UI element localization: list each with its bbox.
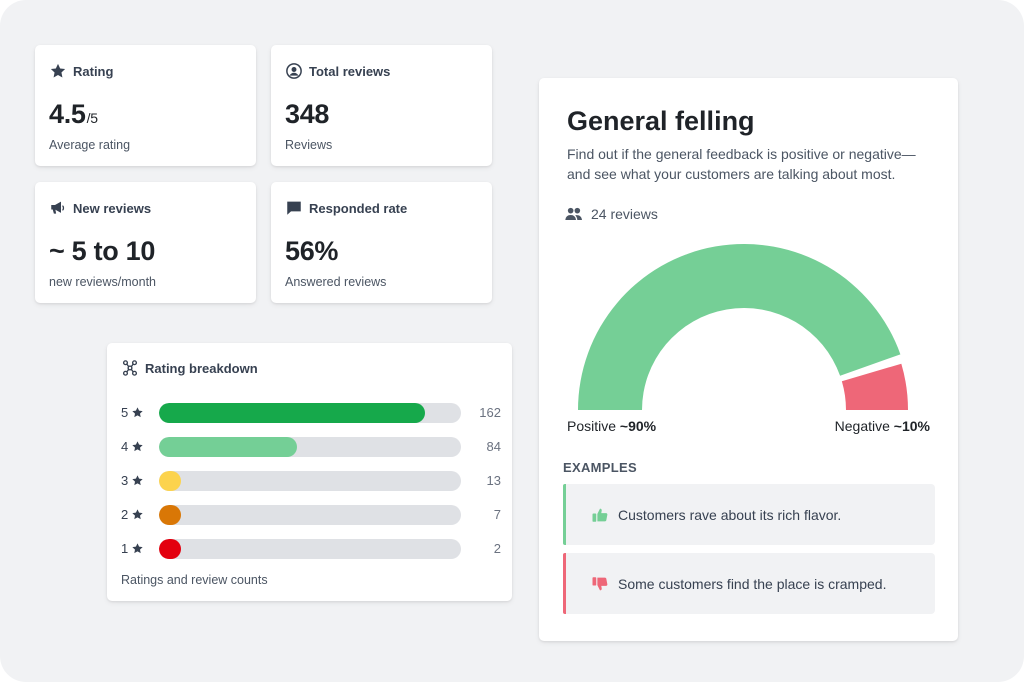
user-circle-icon — [286, 63, 302, 79]
breakdown-label-2: 2 — [121, 507, 144, 522]
negative-label-text: Negative — [834, 418, 890, 434]
star-icon — [132, 441, 143, 452]
breakdown-fill-1 — [159, 539, 181, 559]
breakdown-fill-5 — [159, 403, 425, 423]
star-icon — [50, 63, 66, 78]
total-reviews-title: Total reviews — [309, 63, 391, 79]
total-reviews-value: 348 — [285, 99, 330, 129]
responded-rate-card: Responded rate 56% Answered reviews — [271, 182, 492, 303]
example-item-positive: Customers rave about its rich flavor. — [563, 484, 935, 545]
rating-unit: /5 — [86, 110, 98, 126]
breakdown-row-4: 4 84 — [121, 436, 501, 458]
breakdown-fill-2 — [159, 505, 181, 525]
breakdown-row-1: 1 2 — [121, 538, 501, 560]
rating-breakdown-card: Rating breakdown 5 162 4 84 3 13 2 7 1 2… — [107, 343, 512, 601]
megaphone-icon — [51, 201, 65, 214]
breakdown-count-5: 162 — [479, 405, 501, 420]
sentiment-gauge — [578, 244, 908, 410]
general-feeling-description: Find out if the general feedback is posi… — [567, 146, 916, 182]
breakdown-fill-3 — [159, 471, 181, 491]
star-icon — [132, 475, 143, 486]
general-feeling-title: General felling — [567, 106, 755, 136]
example-text: Some customers find the place is cramped… — [618, 575, 887, 592]
gauge-negative-segment — [841, 363, 908, 410]
responded-rate-subtitle: Answered reviews — [285, 275, 387, 289]
breakdown-label-3: 3 — [121, 473, 144, 488]
breakdown-count-1: 2 — [493, 541, 501, 556]
breakdown-label-text: 3 — [121, 473, 129, 488]
rating-card-header: Rating — [49, 62, 113, 80]
rating-card: Rating 4.5/5 Average rating — [35, 45, 256, 166]
rating-breakdown-header: Rating breakdown — [121, 359, 258, 377]
example-item-negative: Some customers find the place is cramped… — [563, 553, 935, 614]
thumbs-down-icon — [592, 576, 608, 590]
rating-breakdown-title: Rating breakdown — [145, 360, 258, 376]
breakdown-track — [159, 471, 461, 491]
rating-breakdown-footer: Ratings and review counts — [121, 573, 268, 587]
network-icon — [122, 360, 138, 376]
star-icon — [132, 407, 143, 418]
users-icon — [565, 207, 582, 220]
breakdown-track — [159, 437, 461, 457]
thumbs-up-icon — [592, 508, 608, 522]
rating-subtitle: Average rating — [49, 138, 131, 152]
reviews-count-text: 24 reviews — [591, 206, 658, 222]
rating-card-title: Rating — [73, 63, 114, 79]
example-accent-bar — [563, 553, 566, 614]
negative-value: ~10% — [893, 418, 930, 434]
new-reviews-subtitle: new reviews/month — [49, 275, 156, 289]
examples-heading: EXAMPLES — [563, 460, 637, 475]
example-text: Customers rave about its rich flavor. — [618, 506, 842, 523]
breakdown-row-5: 5 162 — [121, 402, 501, 424]
breakdown-label-text: 2 — [121, 507, 129, 522]
breakdown-count-3: 13 — [486, 473, 501, 488]
breakdown-label-text: 1 — [121, 541, 129, 556]
positive-value: ~90% — [619, 418, 657, 434]
responded-rate-title: Responded rate — [309, 200, 408, 216]
new-reviews-header: New reviews — [49, 199, 151, 217]
reviews-count: 24 reviews — [564, 206, 658, 222]
breakdown-fill-4 — [159, 437, 297, 457]
breakdown-row-2: 2 7 — [121, 504, 501, 526]
breakdown-label-4: 4 — [121, 439, 144, 454]
breakdown-track — [159, 505, 461, 525]
new-reviews-card: New reviews ~ 5 to 10 new reviews/month — [35, 182, 256, 303]
breakdown-label-text: 4 — [121, 439, 129, 454]
star-icon — [132, 543, 143, 554]
rating-value: 4.5 — [49, 99, 86, 129]
positive-label-text: Positive — [567, 418, 617, 434]
chat-bubble-icon — [287, 201, 301, 215]
total-reviews-card: Total reviews 348 Reviews — [271, 45, 492, 166]
example-accent-bar — [563, 484, 566, 545]
total-reviews-subtitle: Reviews — [285, 138, 333, 152]
breakdown-label-5: 5 — [121, 405, 144, 420]
breakdown-label-1: 1 — [121, 541, 144, 556]
negative-label: Negative ~10% — [835, 418, 930, 434]
responded-rate-header: Responded rate — [285, 199, 407, 217]
responded-rate-value: 56% — [285, 236, 339, 266]
positive-label: Positive ~90% — [567, 418, 656, 434]
new-reviews-title: New reviews — [73, 200, 152, 216]
breakdown-count-2: 7 — [493, 507, 501, 522]
breakdown-row-3: 3 13 — [121, 470, 501, 492]
breakdown-label-text: 5 — [121, 405, 129, 420]
rating-value-wrap: 4.5/5 — [49, 99, 98, 130]
general-feeling-card: General felling Find out if the general … — [539, 78, 958, 641]
gauge-positive-segment — [578, 244, 901, 410]
breakdown-count-4: 84 — [486, 439, 501, 454]
breakdown-track — [159, 403, 461, 423]
total-reviews-header: Total reviews — [285, 62, 390, 80]
new-reviews-value: ~ 5 to 10 — [49, 236, 156, 266]
star-icon — [132, 509, 143, 520]
breakdown-track — [159, 539, 461, 559]
